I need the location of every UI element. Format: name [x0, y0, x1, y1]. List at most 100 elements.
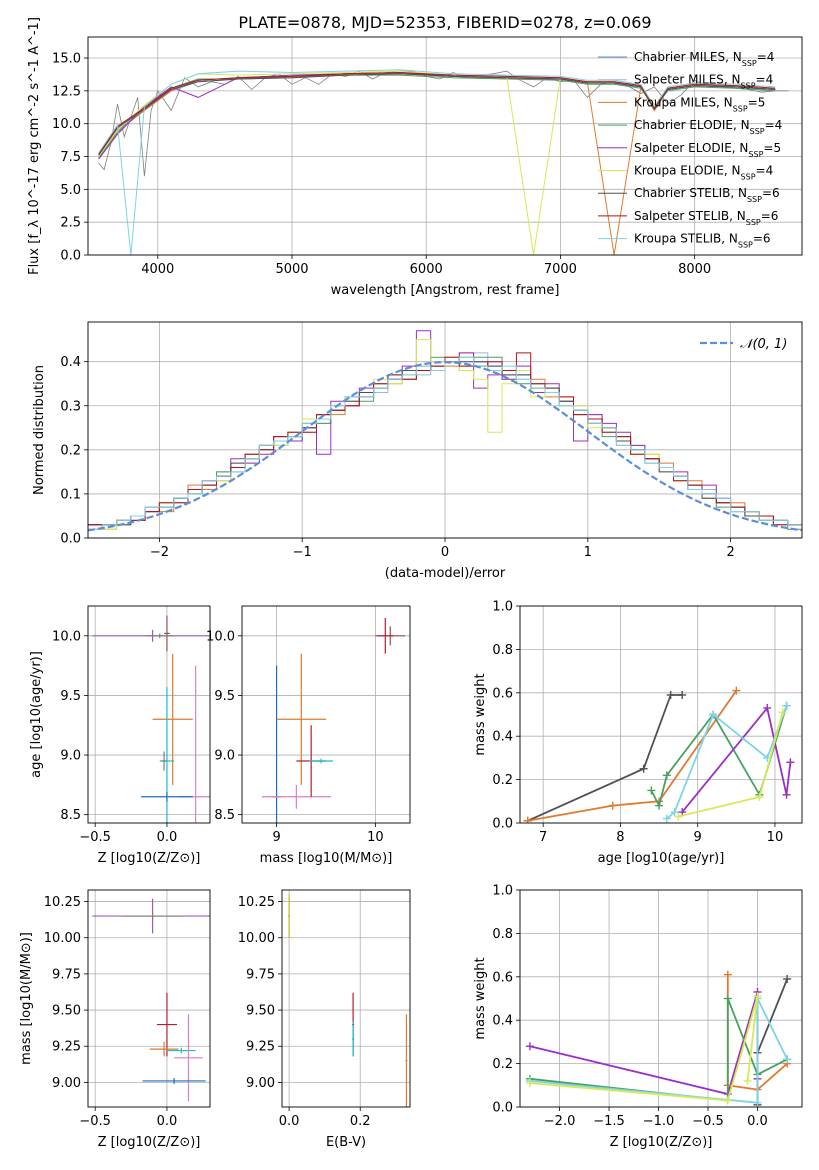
mass-weight-line [529, 996, 759, 1102]
x-tick-label: 0 [441, 545, 449, 560]
x-tick-label: −1.5 [593, 1114, 625, 1129]
y-tick-label: 9.75 [52, 967, 81, 982]
mass_weight_vs_Z-frame [519, 889, 803, 1108]
y-tick-label: 9.00 [52, 1076, 81, 1091]
x-tick-label: −1 [293, 545, 312, 560]
y-tick-label: 10.00 [238, 931, 275, 946]
legend-label: Kroupa MILES, NSSP=5 [634, 95, 765, 113]
mass_vs_Z-marks [92, 898, 210, 1102]
mass_vs_EBV-chart: 0.0 0.2 9.00 9.25 9.50 9.75 10.00 10.25 E(B-V) [238, 889, 411, 1150]
legend-label: Chabrier STELIB, NSSP=6 [634, 186, 780, 204]
x-tick-label: 0.0 [747, 1114, 768, 1129]
x-axis-label: Z [log10(Z/Z⊙)] [98, 851, 201, 866]
mass_weight_vs_age-frame [519, 605, 803, 824]
y-tick-label: 10.00 [44, 931, 81, 946]
age_vs_mass-frame [241, 605, 411, 824]
y-tick-label: 0.4 [492, 730, 513, 745]
y-axis-label: mass weight [473, 957, 488, 1039]
model-line [98, 73, 776, 156]
x-tick-label: 2 [726, 545, 734, 560]
legend-label: Salpeter STELIB, NSSP=6 [634, 209, 778, 227]
mass_weight_vs_age-grid [520, 605, 802, 824]
y-tick-label: 0.0 [60, 249, 81, 264]
mass-weight-line [527, 690, 738, 822]
y-tick-label: 0.6 [492, 970, 513, 985]
x-axis-label: Z [log10(Z/Z⊙)] [98, 1135, 201, 1150]
y-tick-label: 9.25 [246, 1040, 275, 1055]
mass_weight_vs_Z-chart: −2.0 −1.5 −1.0 −0.5 0.0 0.0 0.2 0.4 0.6 0.8 1.0 Z [… [473, 884, 803, 1150]
y-tick-label: 5.0 [60, 183, 81, 198]
x-tick-label: 0.0 [157, 1114, 178, 1129]
x-tick-label: 0.2 [350, 1114, 371, 1129]
age_vs_Z-frame [87, 605, 211, 824]
y-tick-label: 9.25 [52, 1040, 81, 1055]
gaussian-curve [88, 360, 802, 532]
mass-weight-line [650, 705, 788, 809]
histogram-step [88, 356, 802, 530]
y-tick-label: 2.5 [60, 216, 81, 231]
age_vs_Z-marks [92, 615, 210, 823]
residuals-marks [88, 330, 802, 532]
x-axis-label: wavelength [Angstrom, rest frame] [331, 283, 560, 298]
x-tick-label: 6000 [410, 262, 443, 277]
x-axis-label: (data-model)/error [385, 566, 506, 581]
x-axis-label: age [log10(age/yr)] [598, 851, 725, 866]
y-tick-label: 1.0 [492, 600, 513, 615]
y-tick-label: 0.6 [492, 686, 513, 701]
y-tick-label: 0.2 [60, 443, 81, 458]
y-tick-label: 0.1 [60, 487, 81, 502]
model-line [98, 71, 776, 155]
y-tick-label: 9.00 [246, 1076, 275, 1091]
x-tick-label: 4000 [141, 262, 174, 277]
y-tick-label: 8.5 [60, 808, 81, 823]
x-tick-label: 7000 [544, 262, 577, 277]
mass_weight_vs_age-chart: 7 8 9 10 0.0 0.2 0.4 0.6 0.8 1.0 age [log10(age/yr… [473, 600, 803, 866]
legend-label: 𝒩(0, 1) [740, 337, 787, 352]
y-tick-label: 9.5 [60, 689, 81, 704]
x-tick-label: 9 [694, 830, 702, 845]
plot-area: 4000 5000 6000 7000 80000.02.55.07.510.012.5… [19, 17, 803, 1150]
y-tick-label: 9.0 [60, 749, 81, 764]
y-tick-label: 0.8 [492, 927, 513, 942]
legend-label: Chabrier ELODIE, NSSP=4 [634, 118, 782, 136]
legend-label: Salpeter ELODIE, NSSP=5 [634, 141, 781, 159]
figure-title: PLATE=0878, MJD=52353, FIBERID=0278, z=0… [238, 13, 651, 32]
y-tick-label: 9.0 [214, 749, 235, 764]
mass-weight-line [529, 991, 759, 1096]
mass_vs_EBV-frame [281, 889, 411, 1108]
legend-label: Chabrier MILES, NSSP=4 [634, 50, 774, 68]
y-tick-label: 0.2 [492, 1057, 513, 1072]
mass_vs_EBV-grid [282, 890, 410, 1107]
y-tick-label: 15.0 [52, 52, 81, 67]
mass_weight_vs_age-marks [523, 686, 795, 823]
y-axis-label: mass [log10(M/M⊙)] [19, 932, 34, 1065]
y-tick-label: 7.5 [60, 150, 81, 165]
x-axis-label: mass [log10(M/M⊙)] [260, 851, 393, 866]
y-tick-label: 12.5 [52, 84, 81, 99]
y-tick-label: 10.0 [206, 629, 235, 644]
x-axis-label: Z [log10(Z/Z⊙)] [610, 1135, 713, 1150]
x-tick-label: −2 [150, 545, 169, 560]
mass_weight_vs_Z-marks [525, 970, 792, 1107]
x-tick-label: 8000 [678, 262, 711, 277]
y-axis-label: mass weight [473, 673, 488, 755]
x-tick-label: 9 [272, 830, 280, 845]
x-tick-label: 7 [539, 830, 547, 845]
x-tick-label: 0.0 [157, 830, 178, 845]
mass_vs_EBV-marks [288, 894, 408, 1107]
y-tick-label: 9.50 [52, 1004, 81, 1019]
mass_vs_Z-chart: −0.5 0.0 9.00 9.25 9.50 9.75 10.00 10.25 Z [log1… [19, 889, 211, 1150]
spectrum-chart: 4000 5000 6000 7000 8000 0.0 2.5 5.0 7.5 10.0 12.5… [27, 17, 803, 298]
model-line [98, 69, 776, 255]
mass-weight-line [529, 998, 789, 1104]
spectrum-marks [98, 69, 789, 255]
y-tick-label: 9.50 [246, 1004, 275, 1019]
y-tick-label: 10.0 [52, 117, 81, 132]
residuals-grid [88, 322, 802, 539]
y-axis-label: age [log10(age/yr)] [29, 651, 44, 778]
legend-label: Kroupa ELODIE, NSSP=4 [634, 164, 773, 182]
y-tick-label: 9.75 [246, 967, 275, 982]
y-tick-label: 0.8 [492, 643, 513, 658]
x-tick-label: 10 [367, 830, 384, 845]
